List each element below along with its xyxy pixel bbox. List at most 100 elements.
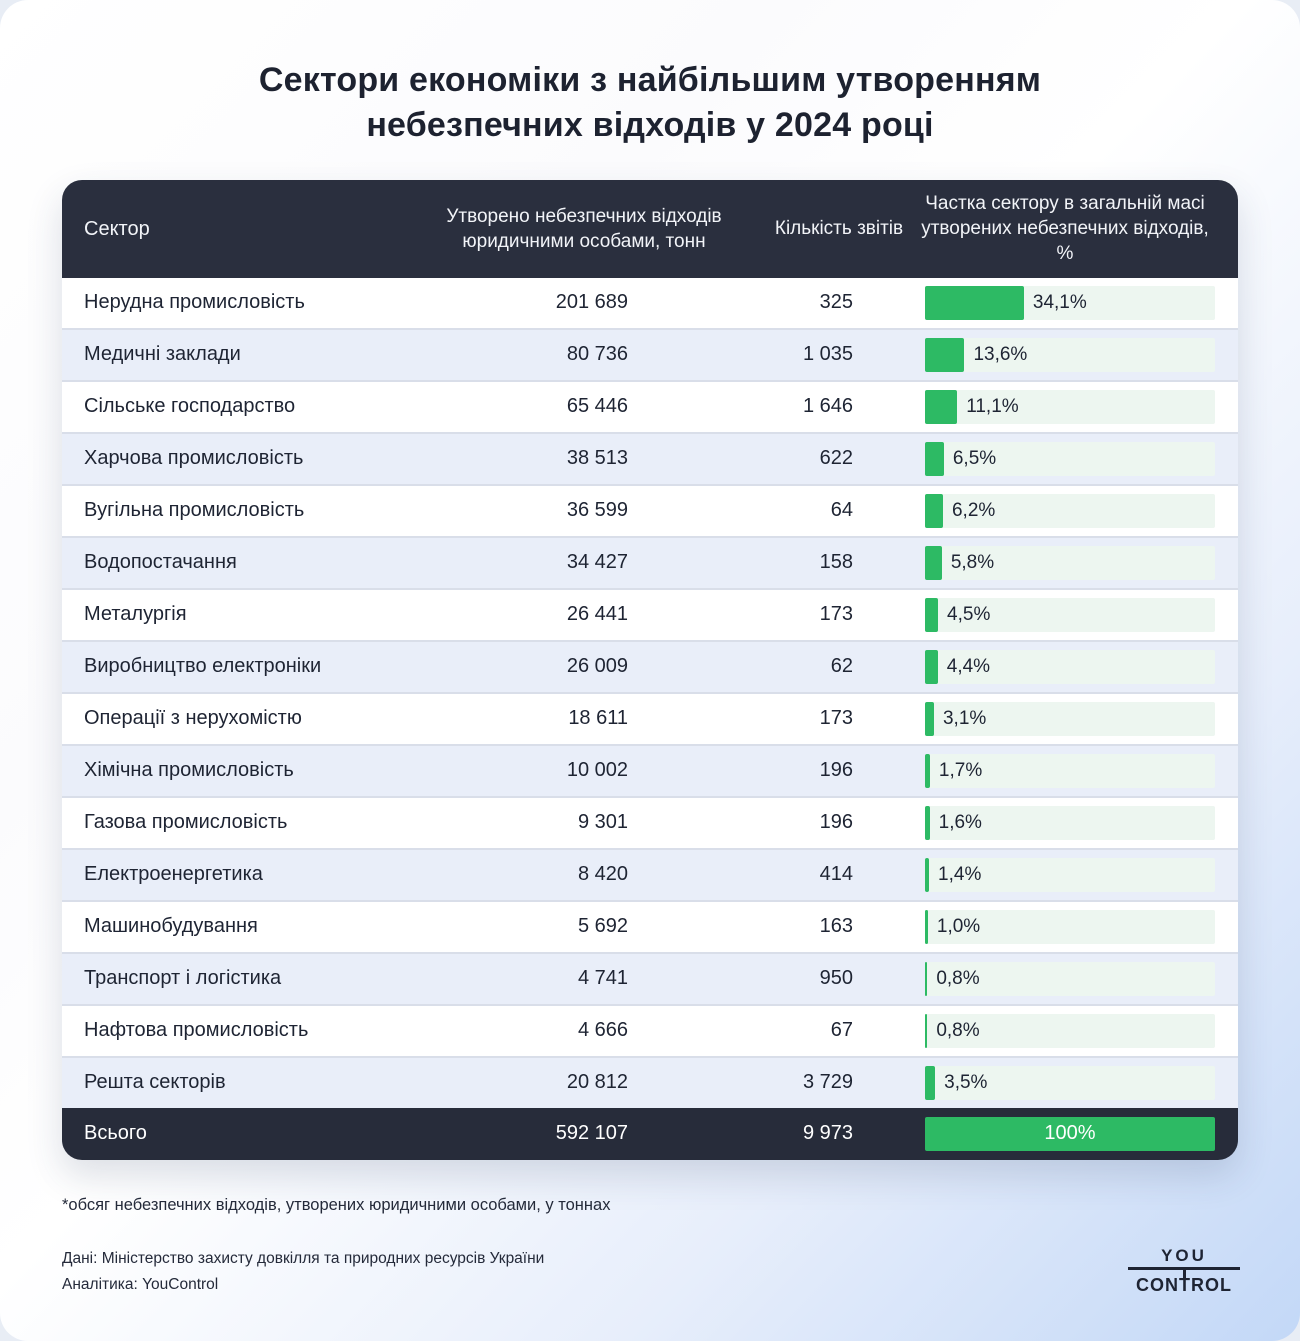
table-row: Хімічна промисловість 10 002 196 1,7% [62, 743, 1238, 796]
share-cell: 11,1% [853, 389, 1216, 424]
total-share-cell: 100% [853, 1116, 1216, 1151]
share-bar-label: 6,5% [952, 447, 997, 469]
tons-value: 5 692 [577, 915, 628, 938]
share-cell: 0,8% [853, 1013, 1216, 1048]
tons-value: 36 599 [566, 499, 628, 522]
reports-value: 622 [819, 447, 853, 470]
share-bar-track: 4,5% [925, 597, 1215, 632]
total-reports-value: 9 973 [802, 1122, 853, 1145]
share-cell: 34,1% [853, 285, 1216, 320]
tons-value: 26 009 [566, 655, 628, 678]
data-source-line: Дані: Міністерство захисту довкілля та п… [62, 1250, 545, 1268]
reports-value: 1 646 [802, 395, 853, 418]
share-cell: 6,2% [853, 493, 1216, 528]
share-cell: 13,6% [853, 337, 1216, 372]
share-bar-fill [925, 753, 930, 788]
table-row: Медичні заклади 80 736 1 035 13,6% [62, 327, 1238, 380]
share-bar-fill [925, 1013, 928, 1048]
table-row: Харчова промисловість 38 513 622 6,5% [62, 431, 1238, 484]
tons-value: 201 689 [555, 291, 628, 314]
tons-value: 10 002 [566, 759, 628, 782]
share-bar-label: 1,0% [936, 915, 981, 937]
tons-value: 65 446 [566, 395, 628, 418]
sector-name: Водопостачання [84, 551, 237, 574]
logo-divider-line [1128, 1266, 1240, 1270]
tons-value: 38 513 [566, 447, 628, 470]
share-bar-label: 13,6% [973, 343, 1028, 365]
column-header-sector: Сектор [84, 217, 150, 240]
reports-value: 950 [819, 967, 853, 990]
youcontrol-logo: YOU CONTROL [1128, 1246, 1240, 1295]
total-share-bar-fill [925, 1116, 1215, 1151]
share-bar-label: 4,4% [946, 655, 991, 677]
reports-value: 163 [819, 915, 853, 938]
share-cell: 1,6% [853, 805, 1216, 840]
share-bar-track: 1,0% [925, 909, 1215, 944]
share-bar-track: 34,1% [925, 285, 1215, 320]
share-bar-track: 3,5% [925, 1065, 1215, 1100]
sector-name: Транспорт і логістика [84, 967, 282, 990]
share-bar-track: 6,5% [925, 441, 1215, 476]
total-share-bar-label: 100% [1044, 1122, 1096, 1145]
share-bar-fill [925, 545, 942, 580]
reports-value: 173 [819, 707, 853, 730]
share-bar-track: 3,1% [925, 701, 1215, 736]
reports-value: 3 729 [802, 1071, 853, 1094]
share-cell: 6,5% [853, 441, 1216, 476]
sector-name: Нафтова промисловість [84, 1019, 309, 1042]
sector-name: Хімічна промисловість [84, 759, 294, 782]
column-header-reports: Кількість звітів [774, 218, 904, 240]
share-bar-track: 13,6% [925, 337, 1215, 372]
share-bar-fill [925, 649, 938, 684]
share-bar-label: 1,4% [938, 863, 982, 885]
sector-name: Вугільна промисловість [84, 499, 305, 522]
logo-text-control: CONTROL [1136, 1275, 1232, 1295]
tons-value: 8 420 [577, 863, 628, 886]
table-row: Транспорт і логістика 4 741 950 0,8% [62, 951, 1238, 1004]
reports-value: 325 [819, 291, 853, 314]
share-bar-label: 3,5% [944, 1071, 988, 1093]
share-bar-fill [925, 857, 930, 892]
table-row: Вугільна промисловість 36 599 64 6,2% [62, 483, 1238, 536]
share-bar-fill [925, 909, 928, 944]
logo-t-stem [1183, 1269, 1186, 1278]
share-bar-label: 34,1% [1032, 291, 1087, 313]
sector-name: Електроенергетика [84, 863, 263, 886]
reports-value: 64 [830, 499, 853, 522]
sector-name: Виробництво електроніки [84, 655, 322, 678]
tons-value: 9 301 [577, 811, 628, 834]
table-row: Нерудна промисловість 201 689 325 34,1% [62, 277, 1238, 328]
total-label: Всього [84, 1122, 147, 1145]
page-title: Сектори економіки з найбільшим утворення… [258, 61, 1042, 144]
share-bar-track: 5,8% [925, 545, 1215, 580]
share-bar-fill [925, 337, 965, 372]
reports-value: 196 [819, 759, 853, 782]
tons-value: 26 441 [566, 603, 628, 626]
share-bar-fill [925, 961, 928, 996]
sector-name: Медичні заклади [84, 343, 241, 366]
share-bar-fill [925, 805, 930, 840]
reports-value: 158 [819, 551, 853, 574]
reports-value: 196 [819, 811, 853, 834]
share-cell: 5,8% [853, 545, 1216, 580]
share-bar-track: 1,4% [925, 857, 1215, 892]
tons-value: 4 741 [577, 967, 628, 990]
credits-block: Дані: Міністерство захисту довкілля та п… [62, 1246, 544, 1299]
share-cell: 3,5% [853, 1065, 1216, 1100]
total-tons-value: 592 107 [555, 1122, 628, 1145]
share-bar-fill [925, 389, 958, 424]
share-bar-label: 1,7% [938, 759, 983, 781]
table-row: Металургія 26 441 173 4,5% [62, 587, 1238, 640]
share-bar-label: 0,8% [936, 1019, 980, 1041]
share-bar-label: 4,5% [947, 603, 991, 625]
sector-name: Газова промисловість [84, 811, 288, 834]
share-cell: 1,4% [853, 857, 1216, 892]
table-total-row: Всього 592 107 9 973 100% [62, 1107, 1238, 1160]
share-bar-fill [925, 1065, 936, 1100]
footer: Дані: Міністерство захисту довкілля та п… [62, 1245, 1240, 1299]
share-cell: 4,5% [853, 597, 1216, 632]
share-bar-track: 1,6% [925, 805, 1215, 840]
share-bar-fill [925, 701, 934, 736]
tons-value: 20 812 [566, 1071, 628, 1094]
